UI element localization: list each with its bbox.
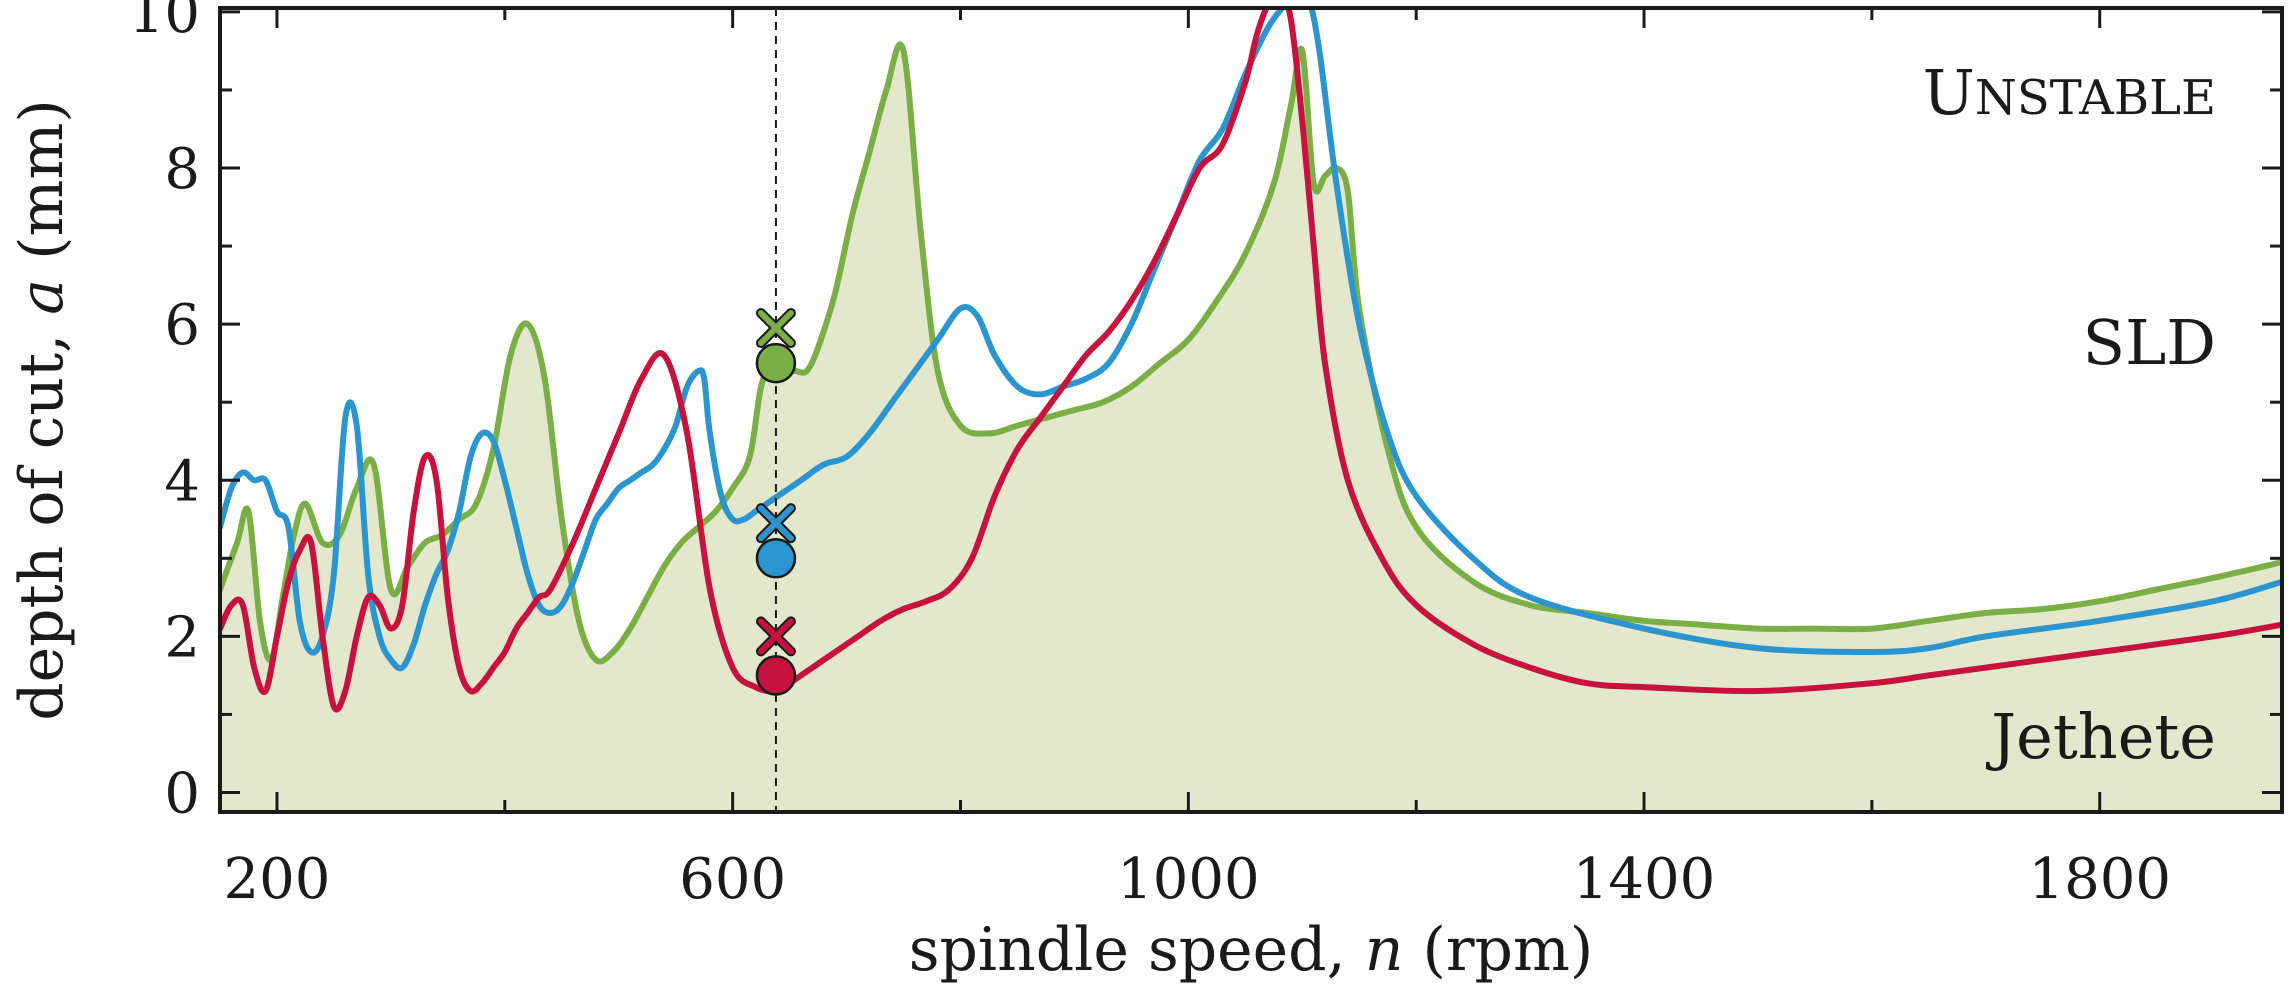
x-tick-label: 600 [679, 847, 786, 912]
series-line-green [220, 41, 2282, 665]
series-lines [220, 8, 2282, 713]
y-tick-label: 2 [164, 605, 200, 670]
sld-label: SLD [2083, 306, 2216, 379]
axis-ticks [220, 8, 2282, 812]
x-axis-label: spindle speed, n (rpm) [909, 915, 1594, 985]
circle-marker-green [755, 342, 797, 384]
tick-labels: 200 600 1000 1400 1800 0 2 4 6 8 10 [129, 0, 2171, 912]
y-tick-label: 8 [164, 137, 200, 202]
x-tick-label: 1800 [2028, 847, 2171, 912]
cross-marker-red [755, 616, 796, 657]
stable-region-area [220, 44, 2282, 812]
cross-marker-blue [755, 503, 796, 544]
stable-region-label: Jethete [1985, 700, 2216, 773]
point-markers [755, 308, 797, 696]
cross-marker-green [755, 308, 796, 349]
series-line-blue [220, 8, 2282, 672]
unstable-label: UNSTABLE [1923, 56, 2216, 129]
plot-frame [218, 6, 2284, 814]
circle-marker-red [755, 655, 797, 696]
x-tick-label: 200 [224, 847, 331, 912]
y-tick-label: 10 [129, 0, 200, 46]
stable-region-fill [220, 44, 2282, 812]
y-tick-label: 6 [164, 293, 200, 358]
x-tick-label: 1000 [1117, 847, 1260, 912]
circle-marker-blue [755, 538, 797, 579]
y-tick-label: 4 [164, 449, 200, 514]
x-tick-label: 1400 [1573, 847, 1716, 912]
series-line-red [220, 8, 2282, 713]
y-tick-label: 0 [164, 761, 200, 826]
y-axis-label: depth of cut, a (mm) [7, 99, 77, 721]
